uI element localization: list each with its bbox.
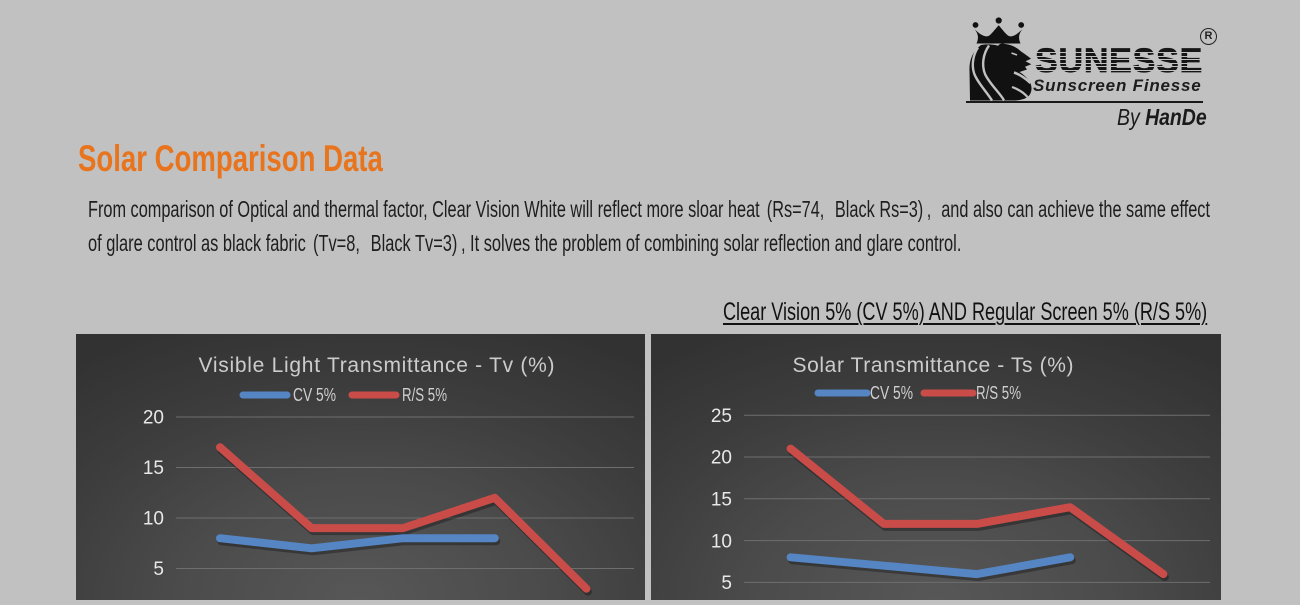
svg-text:20: 20 <box>711 448 732 469</box>
svg-text:Solar Transmittance - Ts (%): Solar Transmittance - Ts (%) <box>793 354 1074 377</box>
svg-text:CV 5%: CV 5% <box>870 383 913 403</box>
svg-text:R/S 5%: R/S 5% <box>976 383 1021 403</box>
svg-text:CV 5%: CV 5% <box>293 385 336 405</box>
svg-text:25: 25 <box>711 406 732 427</box>
svg-text:15: 15 <box>711 490 732 511</box>
svg-text:10: 10 <box>711 531 732 552</box>
svg-text:10: 10 <box>143 509 164 530</box>
svg-text:5: 5 <box>721 573 732 594</box>
svg-text:Visible Light Transmittance -: Visible Light Transmittance - Tv (%) <box>199 354 555 377</box>
svg-text:15: 15 <box>143 458 164 479</box>
svg-text:R/S 5%: R/S 5% <box>402 385 447 405</box>
svg-text:5: 5 <box>153 559 164 580</box>
svg-text:20: 20 <box>143 408 164 429</box>
